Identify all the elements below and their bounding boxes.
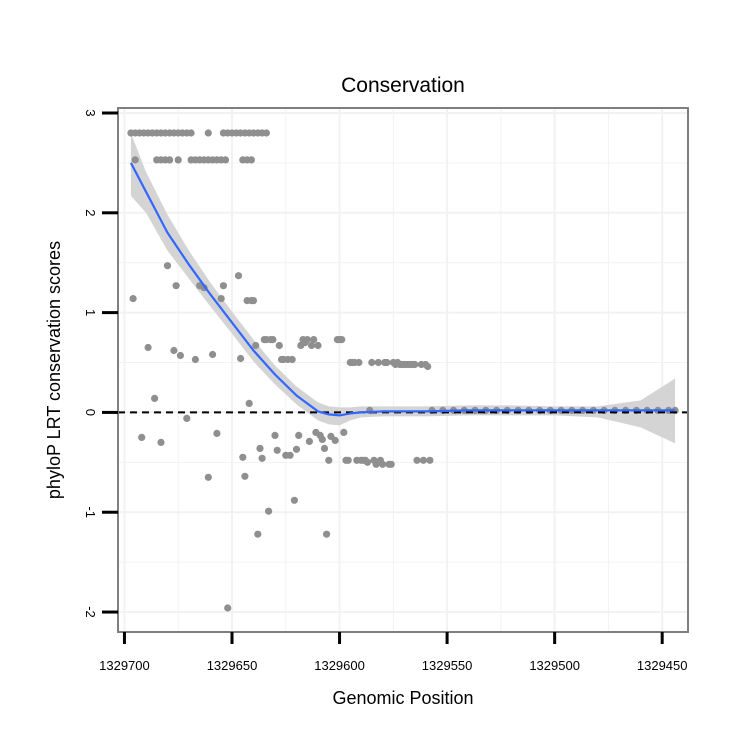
data-point	[340, 428, 348, 436]
x-tick-label: 1329550	[422, 658, 473, 673]
data-point	[262, 129, 270, 137]
data-point	[338, 336, 346, 344]
data-point	[144, 343, 152, 352]
data-point	[368, 358, 376, 367]
data-point	[204, 473, 212, 481]
data-point	[234, 272, 243, 280]
data-point	[221, 156, 230, 164]
data-point	[256, 444, 264, 452]
data-layer	[118, 129, 688, 612]
data-point	[204, 129, 212, 137]
data-point	[217, 295, 225, 303]
x-tick-label: 1329600	[314, 658, 365, 673]
smooth-line	[129, 162, 676, 417]
data-point	[170, 346, 178, 355]
data-point	[131, 156, 139, 164]
data-point	[275, 341, 283, 350]
y-tick-label: 2	[83, 209, 98, 216]
data-point	[224, 604, 232, 612]
data-point	[157, 438, 165, 446]
data-point	[151, 394, 159, 402]
plot-area: 1329700 1329650 1329600 1329550 1329500 13294…	[83, 107, 689, 673]
data-point	[273, 446, 281, 454]
panel-border	[117, 107, 689, 633]
x-tick-label: 1329500	[529, 658, 580, 673]
data-point	[258, 454, 266, 462]
data-point	[237, 354, 245, 363]
data-point	[286, 451, 294, 459]
data-point	[241, 472, 249, 480]
data-point	[305, 437, 313, 445]
data-point	[213, 429, 221, 437]
data-point	[209, 350, 217, 359]
data-point	[323, 530, 331, 538]
data-point	[295, 431, 303, 439]
data-point	[292, 445, 301, 453]
data-point	[254, 530, 262, 538]
data-point	[129, 295, 137, 303]
data-point	[176, 351, 184, 360]
data-point	[387, 460, 395, 468]
data-point	[424, 362, 432, 371]
data-point	[265, 507, 273, 515]
data-point	[320, 444, 329, 452]
data-point	[252, 341, 260, 350]
y-tick-label: 0	[83, 409, 98, 416]
data-point	[163, 262, 172, 270]
data-point	[239, 453, 247, 461]
data-point	[288, 355, 296, 364]
data-point	[245, 399, 253, 407]
data-point	[247, 156, 255, 164]
data-point	[355, 358, 363, 367]
data-point	[374, 358, 382, 367]
data-point	[191, 355, 199, 364]
data-point	[303, 336, 311, 344]
y-tick-label: -1	[83, 506, 98, 518]
data-point	[363, 458, 372, 466]
y-tick-label: -2	[83, 606, 98, 618]
data-point	[183, 414, 191, 422]
x-tick-label: 1329650	[207, 658, 258, 673]
data-point	[290, 496, 298, 504]
x-tick-label: 1329700	[99, 658, 150, 673]
data-point	[308, 341, 316, 350]
data-point	[271, 431, 279, 439]
plot-panel-background	[118, 108, 688, 632]
data-point	[172, 282, 180, 290]
x-tick-label: 1329450	[637, 658, 688, 673]
data-point	[325, 456, 333, 464]
data-point	[166, 156, 174, 164]
data-point	[419, 456, 427, 464]
data-point	[426, 456, 434, 464]
data-point	[187, 129, 195, 137]
data-point	[174, 156, 182, 164]
y-tick-label: 3	[83, 109, 98, 116]
data-point	[411, 360, 419, 369]
data-point	[331, 436, 339, 444]
y-tick-label: 1	[83, 309, 98, 316]
data-point	[344, 456, 352, 464]
y-axis-title: phyloP LRT conservation scores	[44, 241, 64, 499]
x-axis-title: Genomic Position	[332, 688, 473, 708]
chart-title: Conservation	[341, 74, 465, 97]
data-point	[138, 433, 146, 441]
data-point	[413, 456, 421, 464]
data-point	[383, 358, 391, 367]
data-point	[249, 297, 258, 305]
data-point	[379, 460, 387, 468]
data-point	[310, 336, 318, 344]
data-point	[318, 435, 326, 443]
data-point	[219, 282, 227, 290]
data-point	[269, 336, 277, 344]
data-point	[314, 341, 322, 350]
